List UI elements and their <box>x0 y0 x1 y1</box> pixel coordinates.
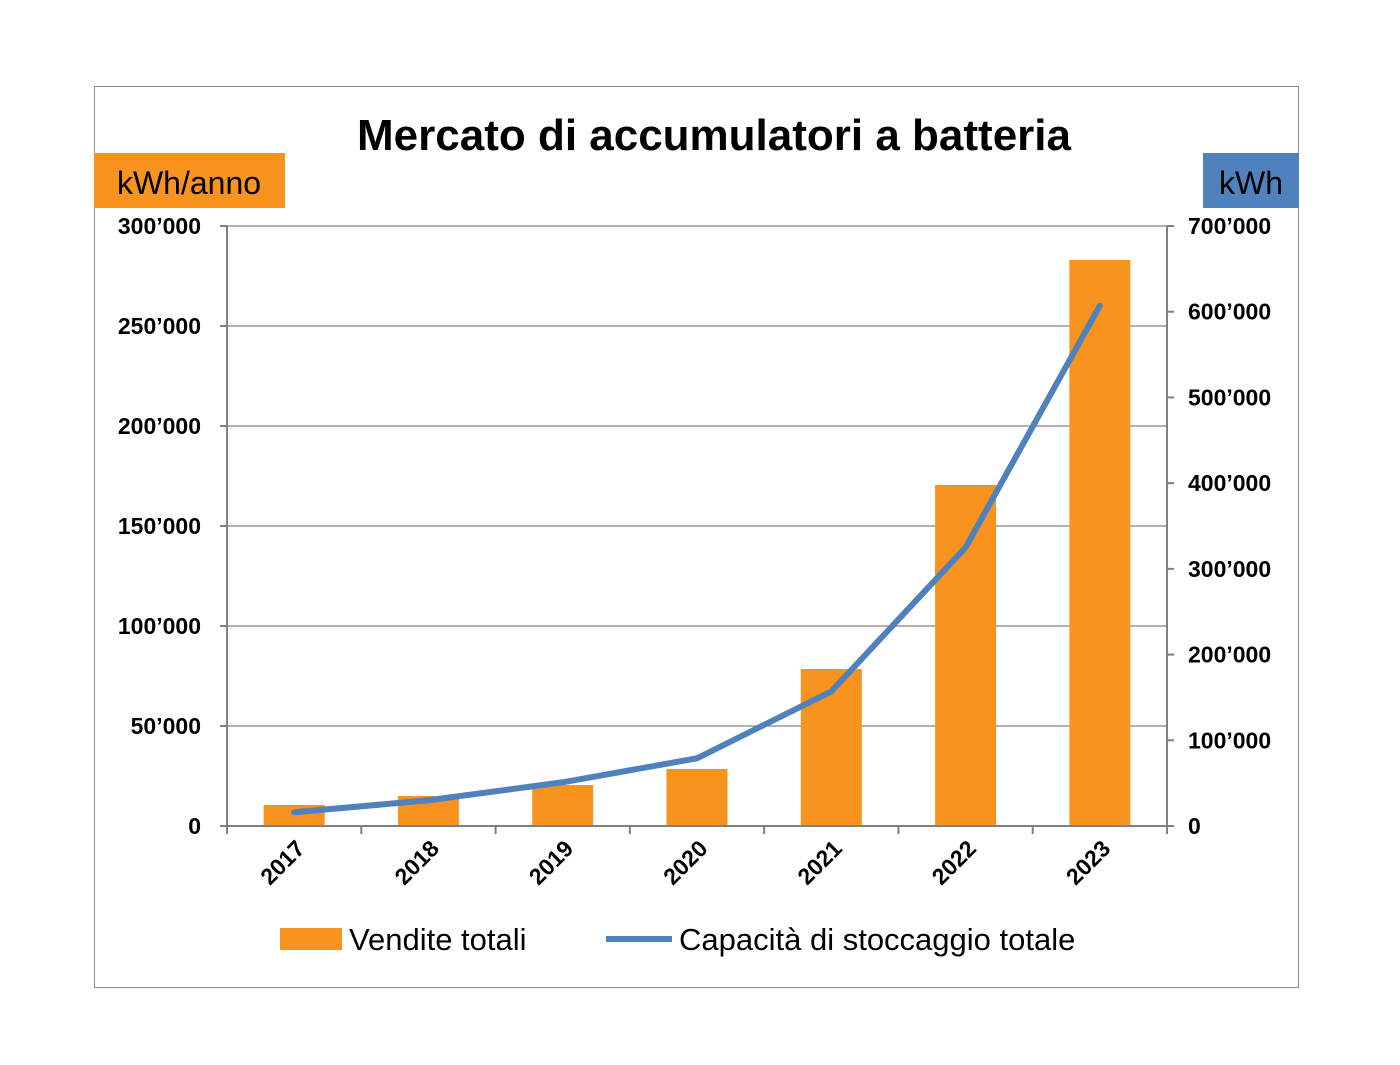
right-tick-label: 400’000 <box>1188 470 1271 496</box>
left-tick-label: 150’000 <box>118 513 201 539</box>
x-tick-label-2021: 2021 <box>792 835 847 890</box>
x-tick-label-2022: 2022 <box>927 835 982 890</box>
x-tick-label-2020: 2020 <box>658 835 713 890</box>
chart-title: Mercato di accumulatori a batteria <box>357 111 1072 160</box>
x-tick-label-2023: 2023 <box>1061 835 1116 890</box>
x-axis-tick-labels: 2017 2018 2019 2020 2021 2022 2023 <box>255 835 1115 890</box>
bar-2022 <box>935 485 997 826</box>
right-tick-label: 700’000 <box>1188 213 1271 239</box>
left-tick-label: 50’000 <box>131 713 201 739</box>
axes <box>220 225 1174 834</box>
right-unit-label: kWh <box>1219 165 1283 201</box>
left-tick-label: 300’000 <box>118 213 201 239</box>
left-tick-label: 0 <box>188 813 201 839</box>
line-series-capacita <box>291 302 1103 816</box>
right-tick-label: 100’000 <box>1188 727 1271 753</box>
x-tick-label-2019: 2019 <box>524 835 579 890</box>
left-tick-label: 200’000 <box>118 413 201 439</box>
x-tick-label-2018: 2018 <box>389 835 444 890</box>
legend-label-vendite: Vendite totali <box>349 922 527 957</box>
right-unit-badge <box>1203 153 1299 208</box>
gridlines <box>227 225 1167 727</box>
legend-swatch-vendite <box>280 928 342 950</box>
right-tick-label: 300’000 <box>1188 556 1271 582</box>
right-tick-label: 500’000 <box>1188 384 1271 410</box>
bar-2023 <box>1069 260 1131 826</box>
bar-2021 <box>800 669 862 826</box>
right-tick-label: 0 <box>1188 813 1201 839</box>
left-tick-label: 100’000 <box>118 613 201 639</box>
x-tick-label-2017: 2017 <box>255 835 310 890</box>
bar-2020 <box>666 769 728 826</box>
right-tick-label: 600’000 <box>1188 299 1271 325</box>
bar-series-vendite <box>263 260 1131 826</box>
left-unit-label: kWh/anno <box>117 165 261 201</box>
legend: Vendite totali Capacità di stoccaggio to… <box>280 922 1075 957</box>
right-axis-tick-labels: 0 100’000 200’000 300’000 400’000 500’000 600’… <box>1188 213 1271 839</box>
bar-2019 <box>532 785 594 826</box>
left-axis-tick-labels: 0 50’000 100’000 150’000 200’000 250’000 300’0… <box>118 213 201 839</box>
left-tick-label: 250’000 <box>118 313 201 339</box>
left-unit-badge <box>94 153 285 208</box>
right-tick-label: 200’000 <box>1188 642 1271 668</box>
legend-label-capacita: Capacità di stoccaggio totale <box>679 922 1075 957</box>
